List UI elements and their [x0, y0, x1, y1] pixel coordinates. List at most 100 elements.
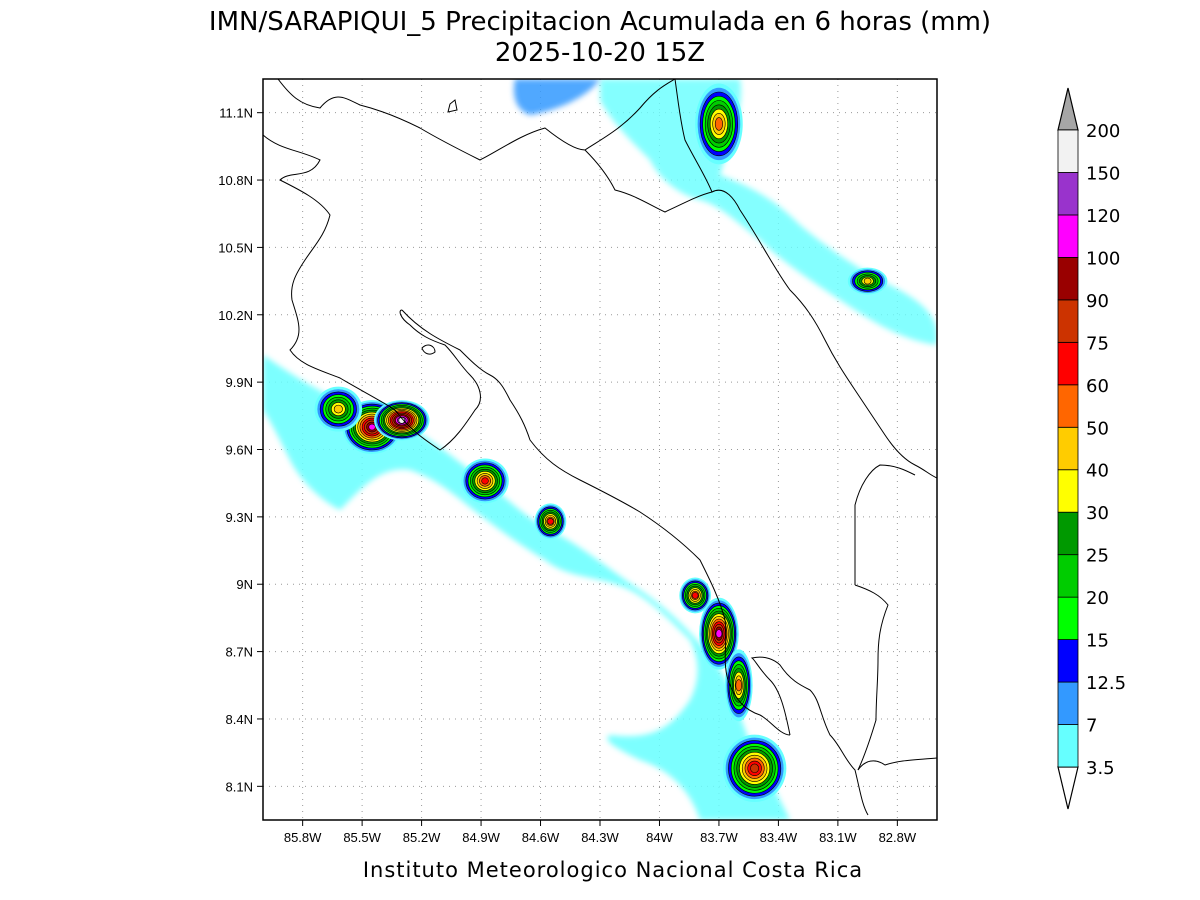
gridlines — [263, 79, 937, 820]
precip-band-north-top — [513, 79, 600, 115]
coastline-south-tip — [857, 757, 937, 771]
coastlines-borders — [263, 79, 937, 816]
footer-credit: Instituto Meteorologico Nacional Costa R… — [363, 858, 863, 882]
x-tick-label: 84.9W — [462, 830, 500, 845]
precip-cell — [679, 577, 712, 614]
colorbar-swatch — [1057, 511, 1079, 556]
colorbar-label: 120 — [1086, 206, 1120, 227]
colorbar-swatch — [1057, 596, 1079, 641]
y-tick-label: 11.1N — [219, 106, 253, 121]
y-tick-label: 9.3N — [226, 510, 253, 525]
precip-cell — [695, 83, 743, 165]
x-tick-label: 82.8W — [879, 830, 917, 845]
colorbar-swatch — [1057, 554, 1079, 598]
colorbar-label: 100 — [1086, 248, 1120, 269]
colorbar-label: 30 — [1086, 503, 1109, 524]
coastline-caribbean — [739, 209, 937, 479]
colorbar-swatch — [1057, 256, 1079, 301]
colorbar-swatches — [1057, 87, 1079, 810]
colorbar-swatch — [1057, 341, 1079, 386]
title-line-2: 2025-10-20 15Z — [495, 38, 705, 68]
precip-contour — [735, 679, 743, 692]
precip-cell — [724, 649, 753, 722]
x-tick-label: 84.3W — [581, 830, 619, 845]
colorbar-label: 90 — [1086, 291, 1109, 312]
colorbar-swatch — [1057, 639, 1079, 683]
colorbar: 3.5 7 12.5 15 20 25 30 40 50 60 75 90 100 120 150 200 — [1057, 87, 1126, 810]
colorbar-label: 12.5 — [1086, 673, 1126, 694]
y-tick-label: 9.6N — [226, 443, 253, 458]
precip-cell — [847, 267, 888, 295]
x-tick-label: 85.2W — [403, 830, 441, 845]
precip-contour — [481, 477, 489, 485]
precip-cell — [374, 400, 430, 441]
colorbar-swatch — [1057, 724, 1079, 768]
precip-contour — [547, 518, 554, 525]
precip-contour — [863, 277, 872, 285]
x-tick-label: 85.8W — [284, 830, 322, 845]
coastline-nicaragua-lake — [277, 79, 676, 161]
x-tick-label: 83.4W — [760, 830, 798, 845]
colorbar-label: 200 — [1086, 121, 1120, 142]
colorbar-swatch — [1057, 469, 1079, 513]
colorbar-label: 20 — [1086, 588, 1109, 609]
latitude-tick-labels: 8.1N 8.4N 8.7N 9N 9.3N 9.6N 9.9N 10.2N 10.5N 10.8… — [218, 106, 263, 794]
lake-island-2 — [421, 344, 436, 355]
border-panama — [854, 464, 916, 771]
y-tick-label: 9.9N — [226, 375, 253, 390]
y-tick-label: 8.4N — [226, 712, 253, 727]
precip-contour — [398, 417, 406, 424]
title-line-1: IMN/SARAPIQUI_5 Precipitacion Acumulada … — [209, 7, 991, 37]
colorbar-swatch — [1057, 426, 1079, 471]
x-tick-label: 83.7W — [700, 830, 738, 845]
map-panel: 85.8W 85.5W 85.2W 84.9W 84.6W 84.3W 84W 83.7W 83… — [218, 78, 938, 845]
x-tick-label: 84W — [646, 830, 673, 845]
precip-contour — [333, 404, 343, 414]
y-tick-label: 10.8N — [218, 173, 253, 188]
lake-island-1 — [447, 99, 458, 113]
precip-cell — [461, 458, 509, 504]
coastline-nicoya-gulf — [401, 309, 791, 736]
precip-cell — [722, 734, 787, 803]
colorbar-swatch — [1057, 129, 1079, 173]
coastline-osa — [750, 656, 869, 816]
border-cr-panama-south — [674, 79, 713, 193]
x-tick-label: 84.6W — [522, 830, 560, 845]
colorbar-swatch — [1057, 172, 1079, 216]
y-tick-label: 9N — [236, 577, 253, 592]
colorbar-max-arrow — [1057, 87, 1079, 131]
y-tick-label: 8.7N — [226, 645, 253, 660]
colorbar-label: 3.5 — [1086, 758, 1115, 779]
border-north — [584, 149, 741, 213]
colorbar-label: 150 — [1086, 163, 1120, 184]
colorbar-swatch — [1057, 681, 1079, 725]
colorbar-label: 75 — [1086, 333, 1109, 354]
y-tick-label: 10.2N — [218, 308, 253, 323]
coastline-pacific-west — [263, 134, 481, 451]
colorbar-label: 15 — [1086, 631, 1109, 652]
colorbar-label: 50 — [1086, 418, 1109, 439]
x-tick-label: 83.1W — [819, 830, 857, 845]
precip-contour — [715, 629, 723, 638]
precip-cell — [314, 386, 363, 432]
precip-contour — [750, 763, 760, 774]
colorbar-label: 40 — [1086, 461, 1109, 482]
colorbar-swatch — [1057, 299, 1079, 343]
y-tick-label: 8.1N — [226, 779, 253, 794]
y-tick-label: 10.5N — [218, 240, 253, 255]
precip-contour — [714, 117, 723, 131]
precip-cell — [534, 503, 567, 540]
longitude-tick-labels: 85.8W 85.5W 85.2W 84.9W 84.6W 84.3W 84W 83.7W 83… — [284, 820, 917, 845]
colorbar-swatch — [1057, 384, 1079, 428]
x-tick-label: 85.5W — [343, 830, 381, 845]
colorbar-label: 25 — [1086, 546, 1109, 567]
precip-contour — [368, 423, 376, 431]
colorbar-swatch — [1057, 214, 1079, 258]
colorbar-labels: 3.5 7 12.5 15 20 25 30 40 50 60 75 90 100 120 150 200 — [1086, 121, 1126, 779]
colorbar-min-arrow — [1057, 766, 1079, 810]
precip-contour — [691, 592, 699, 599]
colorbar-label: 60 — [1086, 376, 1109, 397]
precipitation-cells — [314, 83, 888, 803]
colorbar-label: 7 — [1086, 716, 1097, 737]
